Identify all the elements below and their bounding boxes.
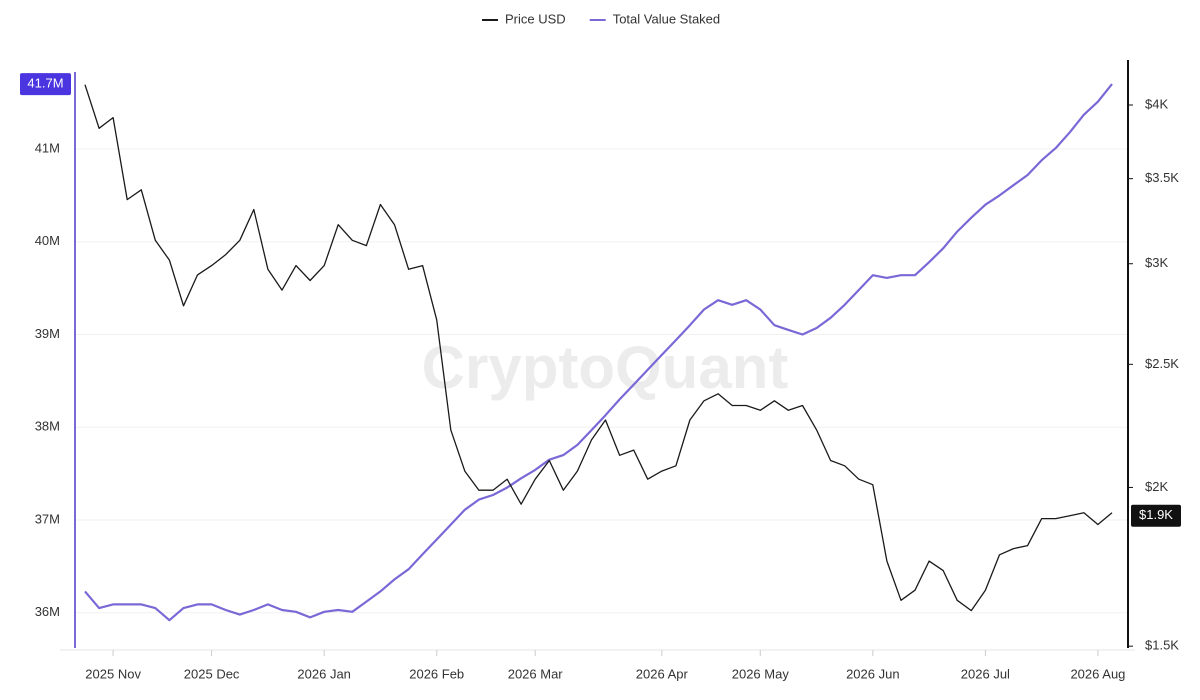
legend-label: Total Value Staked <box>613 11 720 26</box>
y2-tick-label: $2K <box>1145 479 1168 494</box>
y2-tick-label: $3.5K <box>1145 170 1179 185</box>
x-tick-label: 2026 Apr <box>636 666 689 681</box>
y-tick-label: 37M <box>35 511 60 526</box>
x-tick-label: 2026 Jul <box>961 666 1010 681</box>
y2-tick-label: $4K <box>1145 96 1168 111</box>
y-tick-label: 36M <box>35 604 60 619</box>
series-line <box>84 83 1113 622</box>
legend-label: Price USD <box>505 11 566 26</box>
y-tick-label: 40M <box>35 233 60 248</box>
y-tick-label: 41M <box>35 140 60 155</box>
value-badge-label: $1.9K <box>1139 507 1173 522</box>
value-badge <box>20 73 71 96</box>
series-line <box>84 84 1113 612</box>
x-tick-label: 2026 Aug <box>1070 666 1125 681</box>
x-tick-label: 2026 Jun <box>846 666 900 681</box>
x-tick-label: 2025 Dec <box>184 666 240 681</box>
value-badge <box>1131 504 1181 527</box>
value-badge-label: 41.7M <box>27 76 63 91</box>
x-tick-label: 2025 Nov <box>85 666 141 681</box>
x-tick-label: 2026 Jan <box>297 666 351 681</box>
y2-tick-label: $1.5K <box>1145 638 1179 653</box>
watermark: CryptoQuant <box>422 334 789 401</box>
y-tick-label: 39M <box>35 326 60 341</box>
y2-tick-label: $2.5K <box>1145 356 1179 371</box>
y2-tick-label: $3K <box>1145 255 1168 270</box>
x-tick-label: 2026 May <box>732 666 790 681</box>
x-tick-label: 2026 Feb <box>409 666 464 681</box>
y-tick-label: 38M <box>35 419 60 434</box>
x-tick-label: 2026 Mar <box>508 666 564 681</box>
